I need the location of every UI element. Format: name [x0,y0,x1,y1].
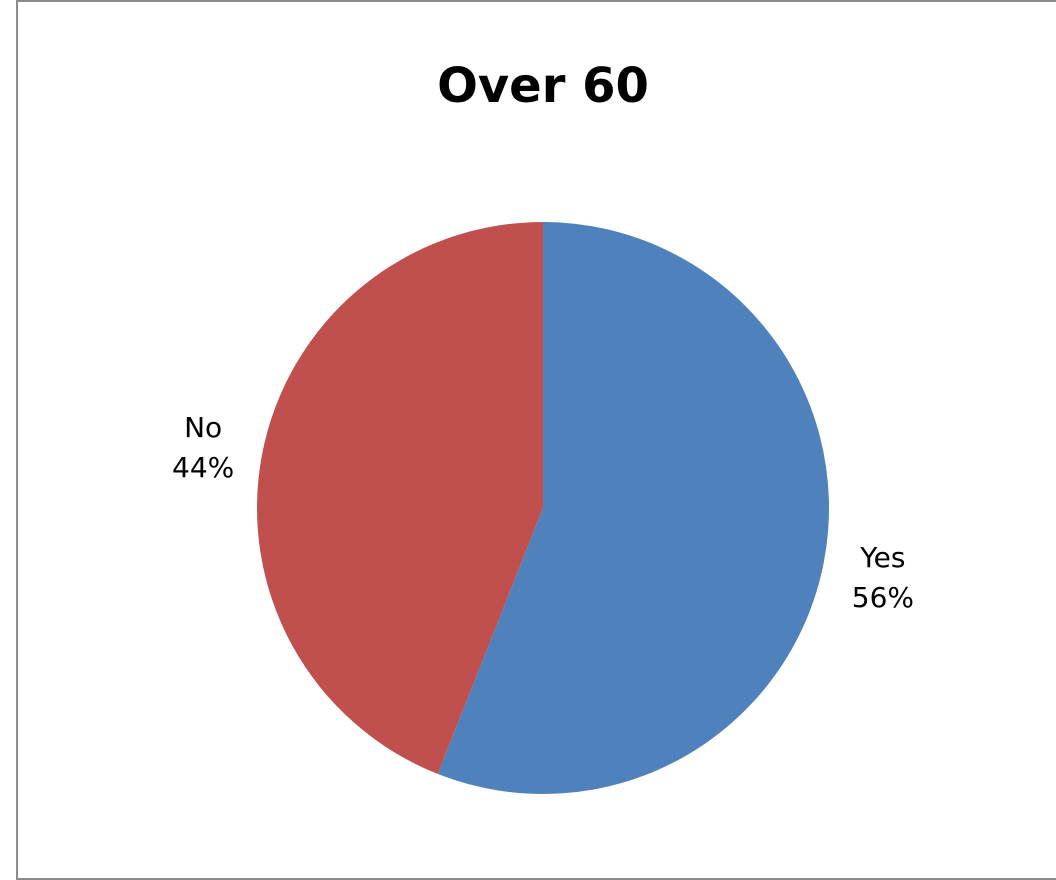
slice-percent-no: 44% [172,451,234,484]
slice-percent-yes: 56% [852,581,914,614]
pie-labels: Yes 56% No 44% [172,411,914,614]
slice-label-yes: Yes [859,541,905,574]
chart-title: Over 60 [437,58,649,114]
pie-slice-no [256,222,543,774]
pie-slice-yes [437,222,829,794]
slice-label-no: No [184,411,222,444]
pie-slices [256,222,829,794]
